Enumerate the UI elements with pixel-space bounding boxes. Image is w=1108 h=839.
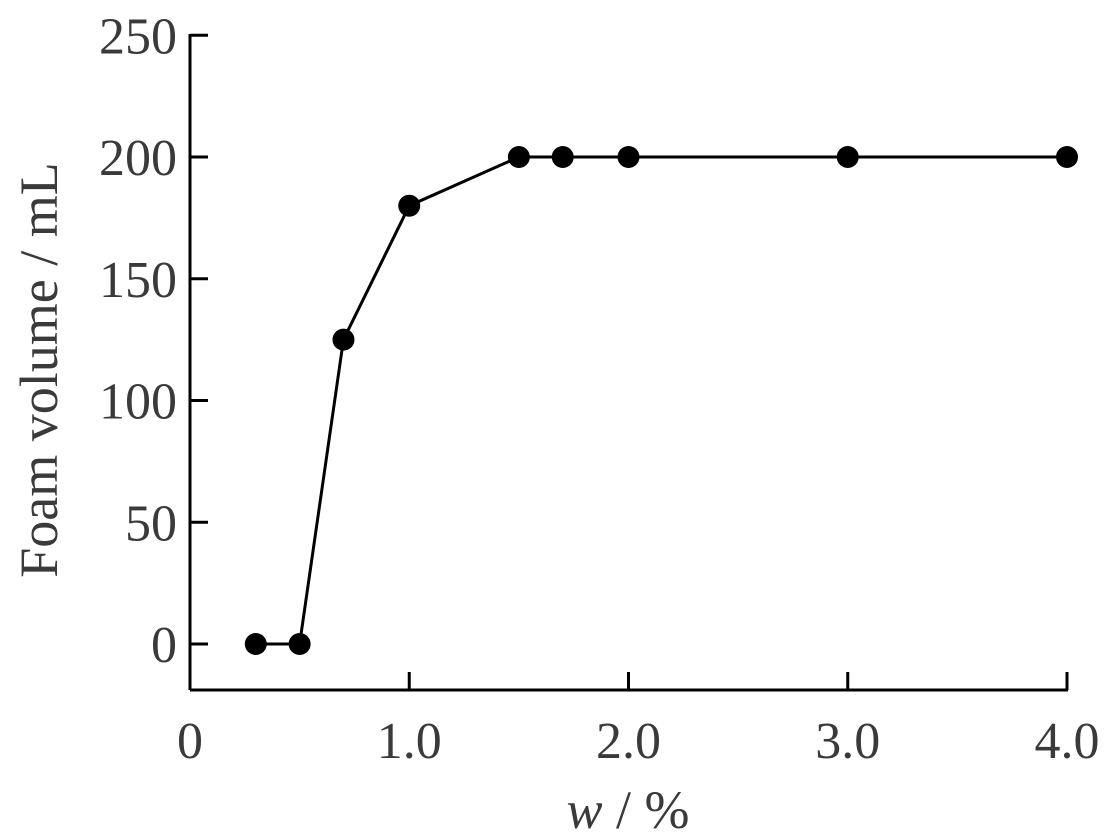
y-tick-label: 150 bbox=[99, 252, 177, 309]
x-ticks: 0 1.0 2.0 3.0 4.0 bbox=[177, 672, 1100, 770]
x-tick-label: 1.0 bbox=[377, 713, 442, 770]
data-point-marker bbox=[332, 328, 355, 351]
x-tick-label: 3.0 bbox=[815, 713, 880, 770]
y-tick-label: 200 bbox=[99, 130, 177, 187]
x-axis-title-symbol: w bbox=[566, 780, 602, 839]
x-axis-title: w / % bbox=[566, 780, 689, 839]
series-group bbox=[244, 146, 1078, 655]
y-ticks: 0 50 100 150 200 250 bbox=[99, 8, 208, 674]
data-point-marker bbox=[398, 194, 421, 217]
x-tick-label: 2.0 bbox=[596, 713, 661, 770]
data-point-marker bbox=[288, 633, 311, 655]
axes bbox=[188, 34, 1068, 692]
x-tick-label: 4.0 bbox=[1035, 713, 1100, 770]
x-tick-label: 0 bbox=[177, 713, 203, 770]
data-point-marker bbox=[836, 146, 859, 168]
y-tick-label: 100 bbox=[99, 374, 177, 431]
data-point-marker bbox=[551, 146, 574, 168]
x-axis-title-unit: / % bbox=[603, 780, 690, 839]
data-point-marker bbox=[1056, 146, 1078, 168]
y-tick-label: 50 bbox=[125, 495, 177, 552]
data-point-marker bbox=[617, 146, 640, 168]
y-tick-label: 0 bbox=[151, 617, 177, 674]
data-point-marker bbox=[244, 633, 267, 655]
series-line bbox=[255, 155, 1067, 646]
y-tick-label: 250 bbox=[99, 8, 177, 65]
y-axis-title: Foam volume / mL bbox=[9, 162, 69, 577]
data-point-marker bbox=[507, 146, 530, 168]
